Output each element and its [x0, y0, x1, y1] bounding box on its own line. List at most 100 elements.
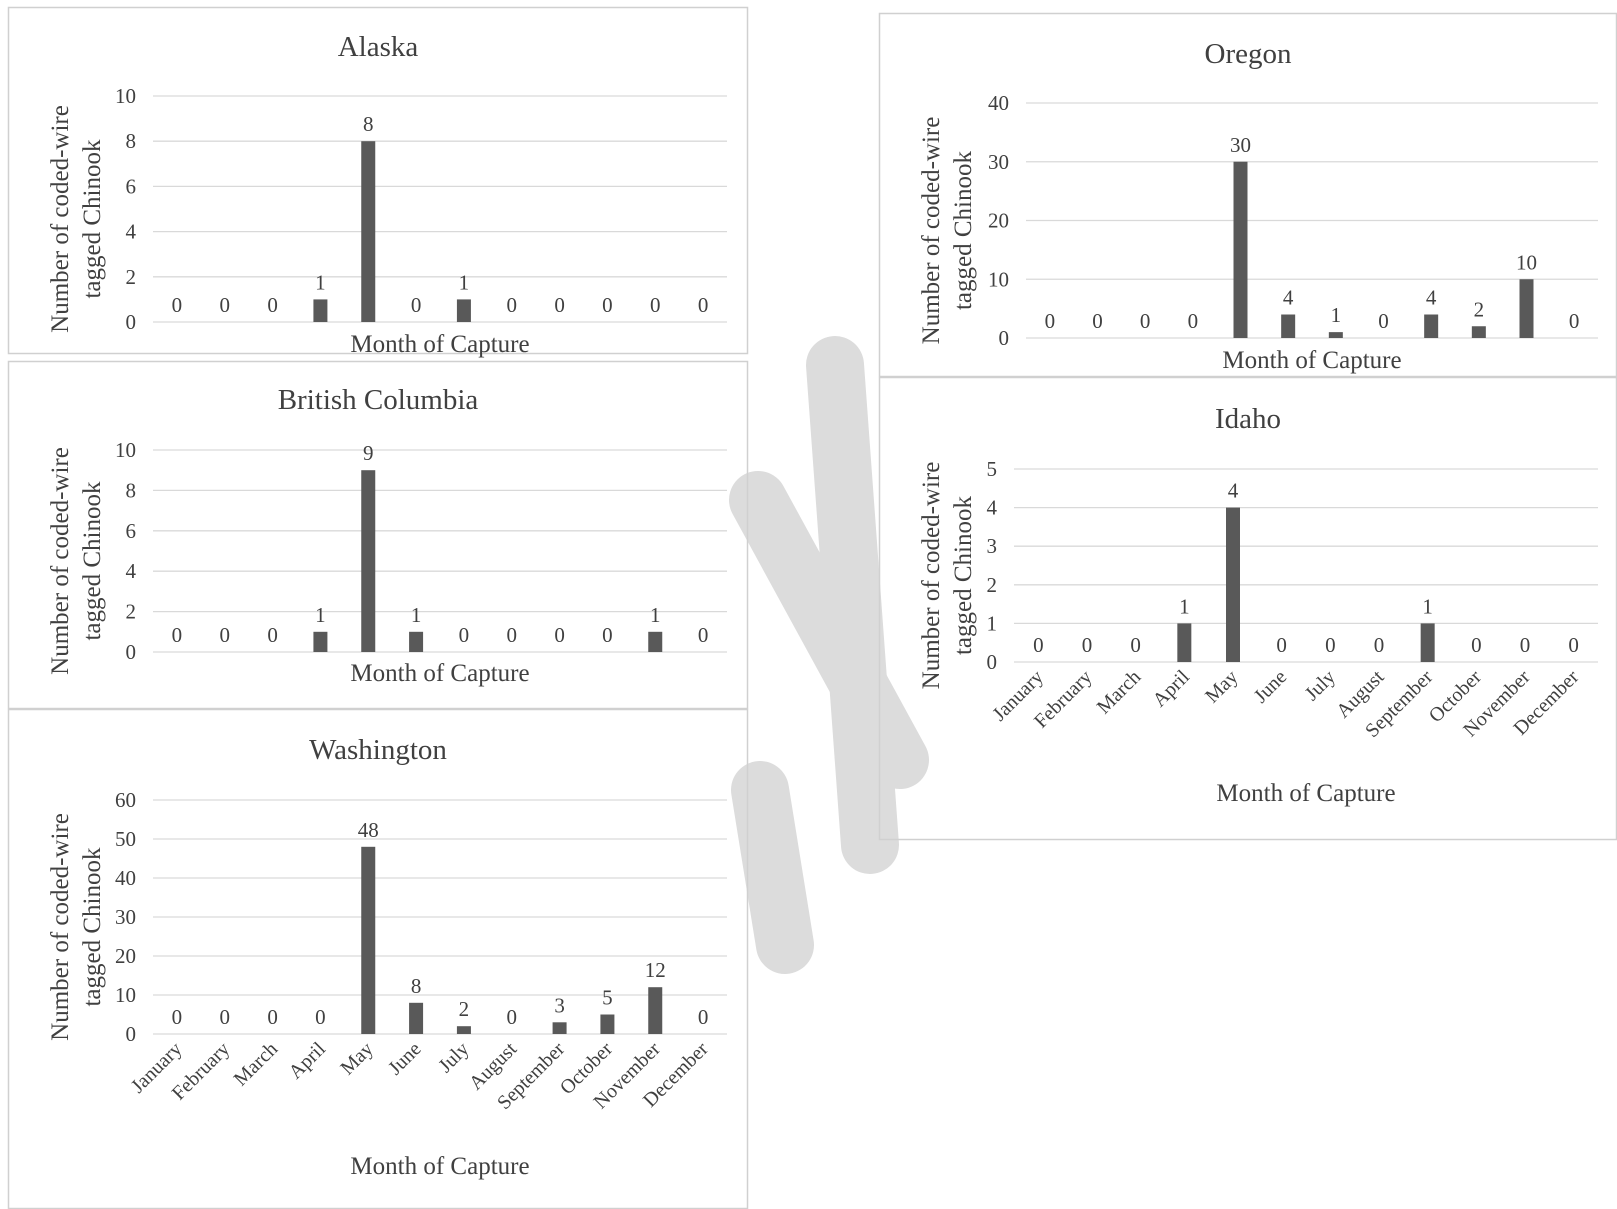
data-label: 1	[315, 603, 326, 627]
chart-idaho: Idaho0123450January0February0March1April…	[878, 376, 1617, 841]
data-label: 1	[459, 270, 470, 294]
bar-april	[313, 631, 328, 652]
x-axis-title: Month of Capture	[350, 660, 529, 687]
y-axis-title: tagged Chinook	[79, 481, 106, 641]
y-tick-label: 10	[115, 84, 136, 108]
data-label: 0	[554, 293, 565, 317]
data-label: 0	[1140, 309, 1151, 333]
bar-october	[600, 1014, 615, 1034]
data-label: 0	[172, 623, 183, 647]
data-label: 0	[698, 1005, 709, 1029]
chart-title: Washington	[309, 734, 447, 766]
bar-november	[648, 631, 663, 652]
y-tick-label: 6	[126, 174, 137, 198]
y-tick-label: 0	[999, 326, 1010, 350]
bar-june	[1281, 314, 1296, 338]
data-label: 0	[459, 623, 470, 647]
data-label: 9	[363, 441, 374, 465]
x-axis-title: Month of Capture	[350, 1153, 529, 1180]
watermark-stroke	[729, 471, 929, 789]
data-label: 0	[1033, 633, 1044, 657]
y-axis-title: Number of coded-wire	[47, 447, 74, 675]
data-label: 4	[1426, 286, 1437, 310]
data-label: 0	[602, 293, 613, 317]
data-label: 0	[1471, 633, 1482, 657]
y-axis-title: tagged Chinook	[950, 150, 977, 310]
y-axis-title: tagged Chinook	[79, 847, 106, 1007]
x-tick-label: April	[1148, 666, 1194, 712]
y-tick-label: 2	[987, 573, 998, 597]
y-axis-title: Number of coded-wire	[47, 105, 74, 333]
y-tick-label: 4	[126, 220, 137, 244]
data-label: 0	[411, 293, 422, 317]
data-label: 0	[507, 293, 518, 317]
bar-may	[361, 846, 376, 1034]
data-label: 1	[1422, 594, 1433, 618]
y-tick-label: 1	[987, 611, 998, 635]
data-label: 0	[220, 1005, 231, 1029]
chart-title: Idaho	[1215, 403, 1281, 435]
y-tick-label: 40	[988, 91, 1009, 115]
bar-july	[456, 1026, 471, 1034]
y-tick-label: 4	[126, 559, 137, 583]
watermark-strokes	[729, 336, 929, 974]
y-tick-label: 0	[126, 310, 137, 334]
data-label: 0	[220, 293, 231, 317]
data-label: 1	[411, 603, 422, 627]
data-label: 0	[315, 1005, 326, 1029]
watermark-stroke	[806, 336, 899, 874]
data-label: 1	[1179, 594, 1190, 618]
data-label: 0	[267, 1005, 278, 1029]
y-tick-label: 4	[987, 496, 998, 520]
y-axis-title: Number of coded-wire	[47, 813, 74, 1041]
x-tick-label: March	[230, 1038, 282, 1090]
data-label: 30	[1230, 133, 1251, 157]
bar-may	[1226, 507, 1240, 662]
data-label: 0	[1325, 633, 1336, 657]
watermark-stroke	[731, 761, 814, 974]
data-label: 5	[602, 986, 613, 1010]
y-tick-label: 0	[126, 1022, 137, 1046]
data-label: 0	[172, 293, 183, 317]
data-label: 0	[267, 623, 278, 647]
chart-washington: Washington01020304050600January0February…	[7, 708, 749, 1209]
chart-frame	[878, 376, 1617, 841]
x-tick-label: May	[1201, 666, 1242, 707]
y-tick-label: 6	[126, 519, 137, 543]
y-tick-label: 2	[126, 600, 137, 624]
y-tick-label: 30	[115, 905, 136, 929]
y-axis-title: tagged Chinook	[950, 495, 977, 655]
data-label: 4	[1283, 286, 1294, 310]
data-label: 8	[363, 112, 374, 136]
y-tick-label: 10	[988, 267, 1009, 291]
y-tick-label: 0	[126, 640, 137, 664]
data-label: 12	[645, 958, 666, 982]
data-label: 0	[1045, 309, 1056, 333]
bar-september	[1420, 623, 1435, 662]
y-axis-title: Number of coded-wire	[918, 117, 945, 345]
data-label: 0	[1520, 633, 1531, 657]
bar-june	[409, 631, 424, 652]
bar-october	[1471, 326, 1486, 338]
x-tick-label: April	[285, 1038, 331, 1084]
x-tick-label: March	[1093, 666, 1145, 718]
data-label: 0	[650, 293, 661, 317]
data-label: 0	[1188, 309, 1199, 333]
bar-july	[1328, 332, 1343, 338]
data-label: 0	[1082, 633, 1093, 657]
y-tick-label: 20	[988, 209, 1009, 233]
chart-frame	[7, 360, 749, 710]
bar-april	[313, 299, 328, 322]
y-tick-label: 2	[126, 265, 137, 289]
data-label: 0	[507, 623, 518, 647]
chart-title: Alaska	[338, 31, 419, 63]
bar-september	[1424, 314, 1439, 338]
x-tick-label: May	[336, 1038, 377, 1079]
data-label: 0	[1568, 633, 1579, 657]
x-axis-title: Month of Capture	[1216, 780, 1395, 807]
x-tick-label: July	[1301, 666, 1340, 705]
data-label: 0	[220, 623, 231, 647]
x-axis-title: Month of Capture	[1222, 347, 1401, 374]
